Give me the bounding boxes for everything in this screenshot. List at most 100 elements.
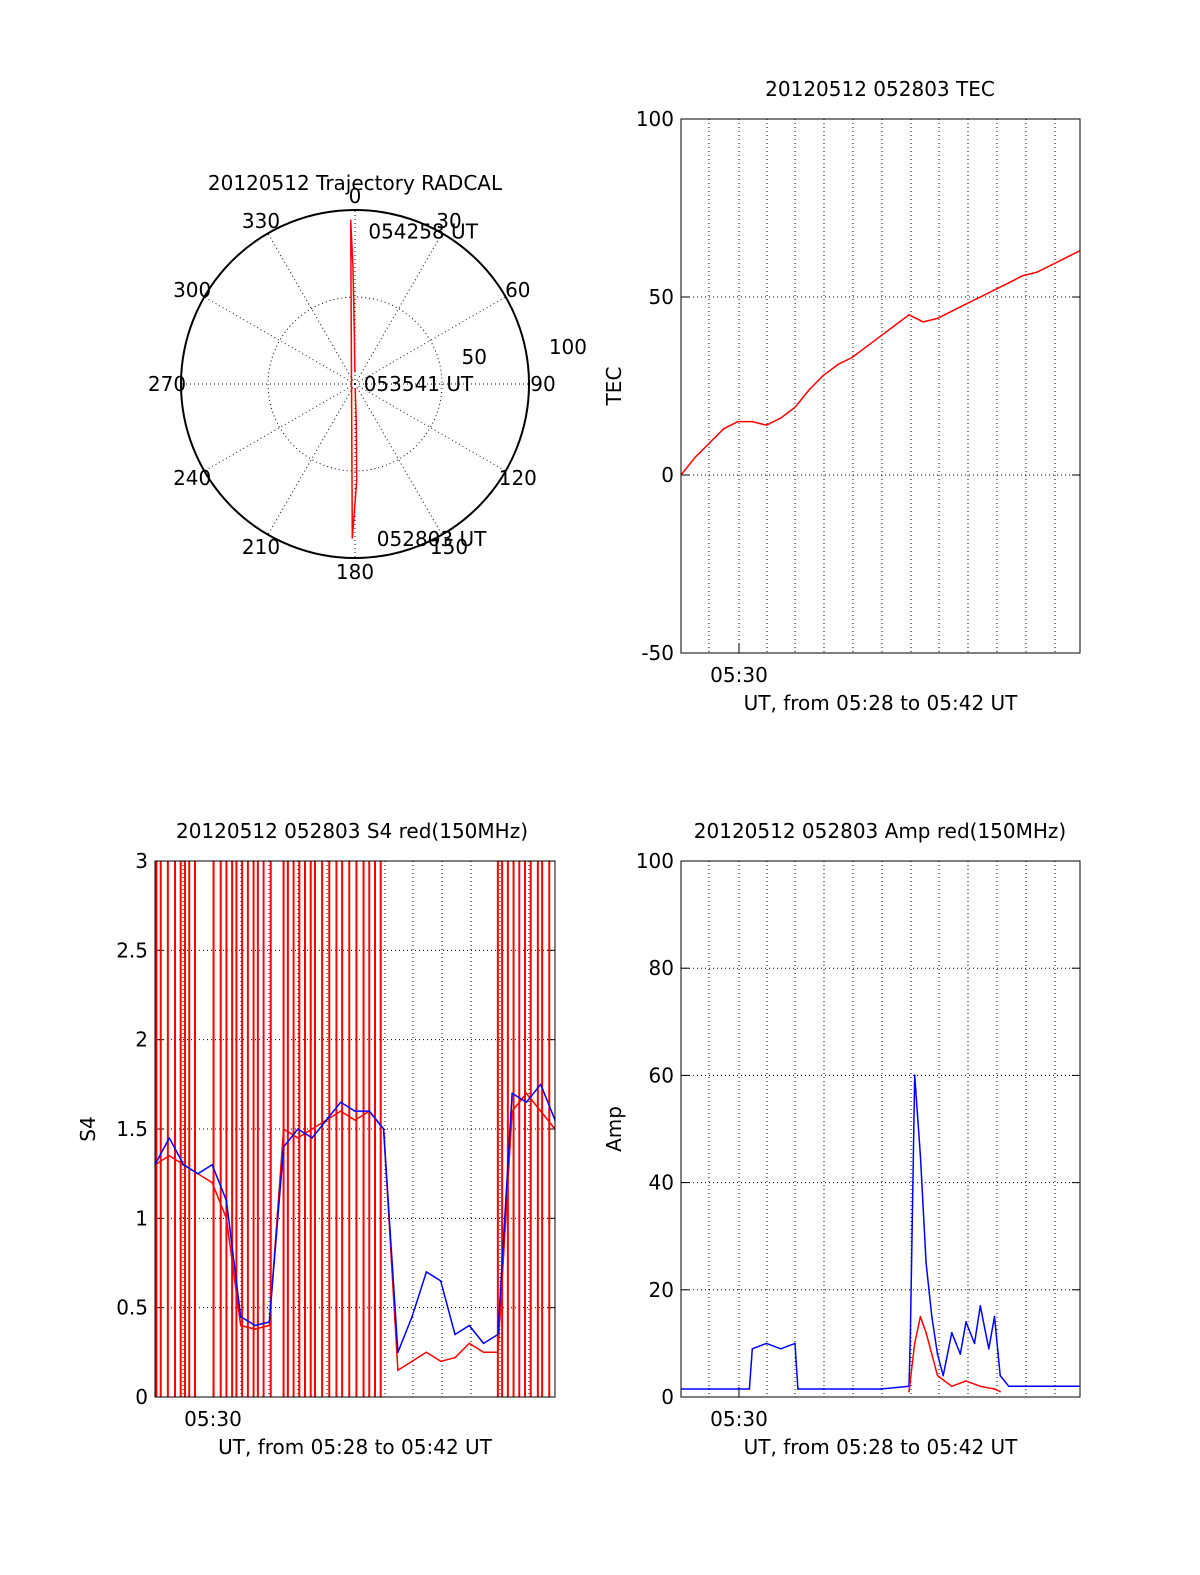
angle-label: 120: [499, 466, 537, 490]
data-point: [497, 1333, 499, 1336]
angle-label: 210: [242, 535, 280, 559]
data-point: [979, 1385, 982, 1388]
series-line-1: [908, 1315, 1001, 1393]
angle-label: 30: [436, 209, 461, 233]
radius-label: 100: [549, 335, 587, 359]
data-point: [879, 1388, 882, 1390]
data-point: [913, 1074, 916, 1077]
chart-title: 20120512 052803 TEC: [765, 77, 995, 101]
angle-label: 300: [173, 278, 211, 302]
chart-title: 20120512 Trajectory RADCAL: [208, 171, 503, 195]
data-point: [865, 346, 868, 348]
data-point: [254, 1324, 256, 1327]
data-point: [936, 317, 939, 320]
data-point: [311, 1128, 313, 1130]
data-point: [851, 356, 853, 359]
data-point: [282, 1128, 285, 1130]
data-point: [1036, 271, 1039, 273]
outer-circle: [180, 209, 530, 559]
time-annotation: 052803 UT: [377, 527, 487, 551]
data-point: [765, 1342, 768, 1345]
x-axis-label: UT, from 05:28 to 05:42 UT: [744, 1435, 1019, 1459]
data-point: [197, 1172, 199, 1175]
y-tick-label: 20: [649, 1278, 674, 1302]
plot-frame: [154, 860, 556, 1398]
series-line-0: [681, 1074, 1080, 1390]
data-point: [737, 420, 739, 423]
data-point: [397, 1369, 399, 1371]
series-line-0: [681, 250, 1080, 476]
data-point: [354, 1119, 356, 1121]
data-point: [511, 1092, 513, 1095]
x-tick-label: 05:30: [184, 1407, 242, 1431]
radial-gridline: [354, 296, 506, 385]
data-point: [999, 1390, 1001, 1393]
radius-label: 50: [462, 345, 487, 369]
data-point: [268, 1321, 271, 1323]
data-point: [211, 1181, 213, 1184]
data-point: [225, 1217, 228, 1220]
data-point: [925, 1331, 927, 1334]
data-point: [993, 289, 996, 291]
y-tick-label: 60: [649, 1063, 674, 1087]
data-point: [979, 296, 982, 298]
y-axis-label: TEC: [602, 367, 626, 407]
data-point: [539, 1110, 542, 1112]
time-annotation: 054258 UT: [368, 219, 478, 243]
y-axis-label: Amp: [602, 1106, 626, 1152]
data-point: [737, 1388, 739, 1390]
x-axis-label: UT, from 05:28 to 05:42 UT: [744, 691, 1019, 715]
data-point: [751, 1347, 754, 1350]
angle-label: 0: [349, 184, 362, 208]
radial-gridline: [204, 296, 356, 385]
x-axis-label: UT, from 05:28 to 05:42 UT: [218, 1435, 493, 1459]
radial-gridline: [354, 383, 443, 535]
tec-chart: 20120512 052803 TEC -50 0 50 100 05:30 UT, fro…: [602, 77, 1081, 715]
data-point: [1022, 274, 1024, 277]
chart-title: 20120512 052803 S4 red(150MHz): [176, 819, 528, 843]
data-point: [525, 1101, 528, 1103]
data-point: [999, 1374, 1001, 1377]
data-point: [993, 1388, 996, 1390]
data-point: [931, 1353, 933, 1355]
data-point: [794, 406, 796, 409]
data-point: [908, 314, 910, 316]
data-point: [959, 1353, 962, 1355]
angle-label: 90: [530, 372, 555, 396]
y-tick-label: 0.5: [116, 1296, 148, 1320]
data-point: [182, 1163, 185, 1166]
data-point: [822, 374, 825, 377]
data-point: [1050, 1385, 1053, 1388]
data-point: [993, 1315, 996, 1318]
data-point: [425, 1351, 428, 1354]
data-point: [239, 1315, 242, 1318]
data-point: [1022, 1385, 1024, 1388]
radial-gridline: [354, 233, 443, 385]
data-point: [797, 1388, 799, 1390]
data-point: [936, 1353, 939, 1355]
data-point: [765, 424, 768, 426]
data-point: [297, 1128, 299, 1130]
data-point: [913, 1342, 916, 1345]
time-annotation: 053541 UT: [364, 372, 474, 396]
radial-gridline: [204, 383, 356, 472]
y-tick-label: 2.5: [116, 938, 148, 962]
x-tick-label: 05:30: [710, 663, 768, 687]
data-point: [708, 442, 711, 444]
plot-area: [681, 1074, 1080, 1393]
data-point: [454, 1356, 456, 1359]
data-point: [254, 1328, 256, 1330]
data-point: [936, 1374, 939, 1377]
data-point: [822, 1388, 825, 1390]
data-point: [354, 1110, 356, 1112]
data-point: [988, 1347, 990, 1350]
data-point: [950, 1331, 953, 1334]
angle-label: 60: [505, 278, 530, 302]
data-point: [909, 1331, 912, 1334]
data-point: [950, 310, 953, 313]
data-point: [779, 417, 782, 419]
data-point: [439, 1360, 442, 1363]
data-point: [168, 1137, 171, 1139]
data-point: [708, 1388, 711, 1390]
data-point: [919, 1155, 922, 1157]
